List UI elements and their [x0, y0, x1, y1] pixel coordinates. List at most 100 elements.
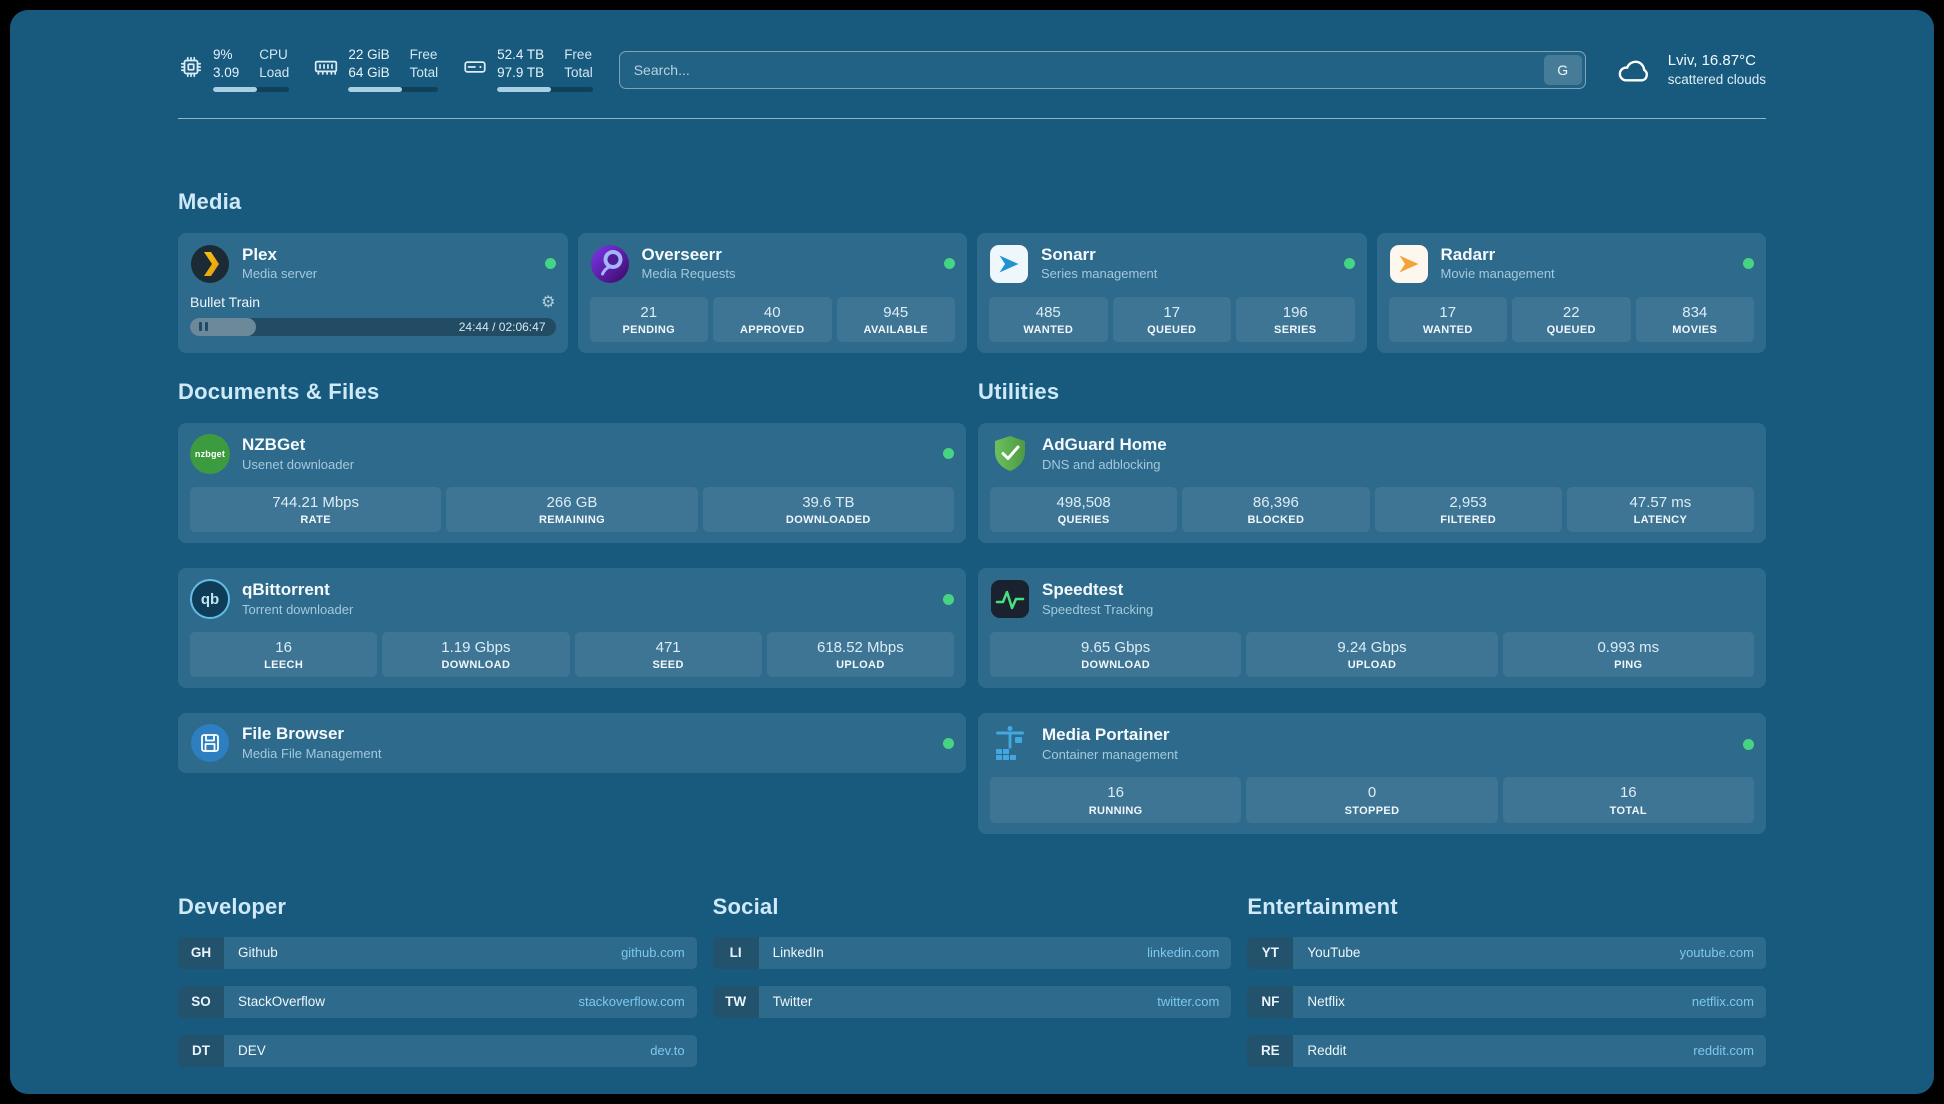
stat-value: 945 [883, 303, 909, 321]
cpu-icon [180, 56, 202, 78]
stat-value: 17 [1163, 303, 1181, 321]
service-description: Usenet downloader [242, 456, 355, 472]
stat-box: 0.993 ms PING [1502, 632, 1754, 678]
bookmark-twitter[interactable]: TW Twitter twitter.com [712, 985, 1232, 1018]
bookmark-youtube[interactable]: YT YouTube youtube.com [1247, 936, 1766, 969]
weather-location: Lviv, 16.87°C [1667, 52, 1756, 70]
weather-widget[interactable]: Lviv, 16.87°C scattered clouds [1612, 51, 1766, 89]
stat-label: LATENCY [1633, 514, 1688, 527]
stat-label: RUNNING [1088, 804, 1143, 817]
service-name: Sonarr [1041, 244, 1096, 264]
bookmark-reddit[interactable]: RE Reddit reddit.com [1247, 1034, 1766, 1067]
bookmark-abbr: SO [178, 985, 224, 1018]
service-card-radarr[interactable]: Radarr Movie management 17 WANTED 22 QUE… [1376, 232, 1766, 353]
service-card-overseerr[interactable]: Overseerr Media Requests 21 PENDING 40 A… [577, 232, 967, 353]
service-description: Media File Management [242, 746, 382, 762]
search-input[interactable] [619, 61, 1541, 78]
stat-box: 744.21 Mbps RATE [190, 486, 442, 533]
stat-box: 485 WANTED [989, 296, 1108, 342]
bookmark-name: Github [238, 945, 278, 961]
bookmark-group-entertainment: Entertainment YT YouTube youtube.com NF … [1247, 894, 1766, 1067]
status-dot [1743, 738, 1754, 750]
stat-label: PING [1614, 659, 1643, 672]
stat-value: 498,508 [1056, 493, 1111, 511]
disk-free-value: 52.4 TB [497, 47, 545, 62]
status-dot [544, 258, 556, 270]
stat-value: 40 [763, 303, 781, 321]
service-description: Speedtest Tracking [1042, 601, 1154, 617]
stat-box: 1.19 Gbps DOWNLOAD [382, 632, 570, 678]
stat-box: 47.57 ms LATENCY [1566, 486, 1754, 533]
service-description: Movie management [1440, 266, 1555, 282]
ram-free-label: Free [409, 47, 438, 62]
stat-label: PENDING [622, 323, 676, 336]
topbar-divider [178, 117, 1766, 119]
stat-label: AVAILABLE [863, 323, 928, 336]
service-card-sonarr[interactable]: Sonarr Series management 485 WANTED 17 Q… [977, 232, 1367, 353]
stat-label: SEED [652, 659, 684, 672]
service-description: Media Requests [641, 266, 736, 282]
bookmark-abbr: YT [1247, 936, 1294, 969]
adguard-logo-icon [995, 435, 1025, 471]
bookmark-url: github.com [621, 945, 685, 961]
bookmark-linkedin[interactable]: LI LinkedIn linkedin.com [712, 936, 1232, 969]
service-card-speedtest[interactable]: Speedtest Speedtest Tracking 9.65 Gbps D… [978, 568, 1766, 689]
stat-label: APPROVED [739, 323, 805, 336]
service-card-qbittorrent[interactable]: qb qBittorrent Torrent downloader 16 LEE… [178, 568, 966, 689]
search-engine-button[interactable]: G [1543, 54, 1582, 85]
stat-value: 485 [1035, 303, 1061, 321]
service-card-portainer[interactable]: Media Portainer Container management 16 … [978, 713, 1766, 834]
stat-box: 17 QUEUED [1112, 296, 1231, 342]
stat-value: 2,953 [1449, 493, 1487, 511]
cpu-load-label: Load [259, 64, 290, 80]
stat-label: RATE [300, 514, 331, 527]
stat-value: 16 [275, 639, 292, 657]
stat-value: 22 [1562, 303, 1580, 321]
stat-value: 744.21 Mbps [272, 493, 360, 511]
bookmark-name: DEV [238, 1043, 266, 1059]
stat-box: 196 SERIES [1236, 296, 1355, 342]
bookmark-dev[interactable]: DT DEV dev.to [178, 1034, 697, 1067]
stat-value: 471 [655, 639, 681, 657]
ram-free-value: 22 GiB [348, 47, 390, 62]
bookmark-abbr: TW [712, 985, 759, 1018]
stat-box: 618.52 Mbps UPLOAD [766, 632, 954, 678]
bookmark-netflix[interactable]: NF Netflix netflix.com [1247, 985, 1766, 1018]
stat-box: 39.6 TB DOWNLOADED [702, 486, 954, 533]
stat-value: 834 [1682, 303, 1708, 321]
status-dot [943, 593, 954, 605]
status-dot [1743, 258, 1754, 270]
service-name: Radarr [1440, 244, 1496, 264]
service-card-adguard[interactable]: AdGuard Home DNS and adblocking 498,508 … [978, 422, 1766, 544]
service-card-filebrowser[interactable]: File Browser Media File Management [178, 713, 966, 774]
stat-value: 9.65 Gbps [1081, 639, 1151, 657]
service-name: Overseerr [641, 244, 722, 264]
stat-box: 9.24 Gbps UPLOAD [1246, 632, 1498, 678]
bookmark-url: stackoverflow.com [578, 994, 685, 1010]
developer-heading: Developer [178, 893, 287, 919]
bookmark-stackoverflow[interactable]: SO StackOverflow stackoverflow.com [178, 985, 697, 1018]
service-description: Torrent downloader [242, 601, 354, 617]
stat-label: LEECH [264, 659, 304, 672]
stat-label: WANTED [1023, 323, 1074, 336]
pause-icon[interactable] [199, 322, 208, 332]
stat-box: 9.65 Gbps DOWNLOAD [990, 632, 1242, 678]
bookmark-github[interactable]: GH Github github.com [178, 936, 697, 969]
section-documents: Documents & Files nzbget NZBGet Usenet d… [178, 379, 966, 774]
stat-value: 266 GB [546, 493, 598, 511]
service-card-plex[interactable]: Plex Media server Bullet Train ⚙ 24:44 /… [178, 232, 568, 353]
status-dot [943, 737, 954, 749]
service-card-nzbget[interactable]: nzbget NZBGet Usenet downloader 744.21 M… [178, 422, 966, 544]
playback-progress-bar[interactable]: 24:44 / 02:06:47 [190, 317, 556, 336]
bookmark-url: twitter.com [1157, 994, 1220, 1010]
status-dot [944, 258, 955, 270]
stat-value: 17 [1439, 303, 1457, 321]
ram-total-value: 64 GiB [348, 64, 390, 80]
gear-icon[interactable]: ⚙ [541, 291, 556, 311]
bookmark-group-social: Social LI LinkedIn linkedin.com TW Twitt… [712, 894, 1232, 1018]
stat-box: 266 GB REMAINING [446, 486, 698, 533]
sonarr-logo-icon [990, 244, 1028, 283]
stat-box: 40 APPROVED [713, 296, 832, 342]
stat-value: 16 [1619, 784, 1637, 802]
stat-box: 16 RUNNING [990, 777, 1242, 823]
